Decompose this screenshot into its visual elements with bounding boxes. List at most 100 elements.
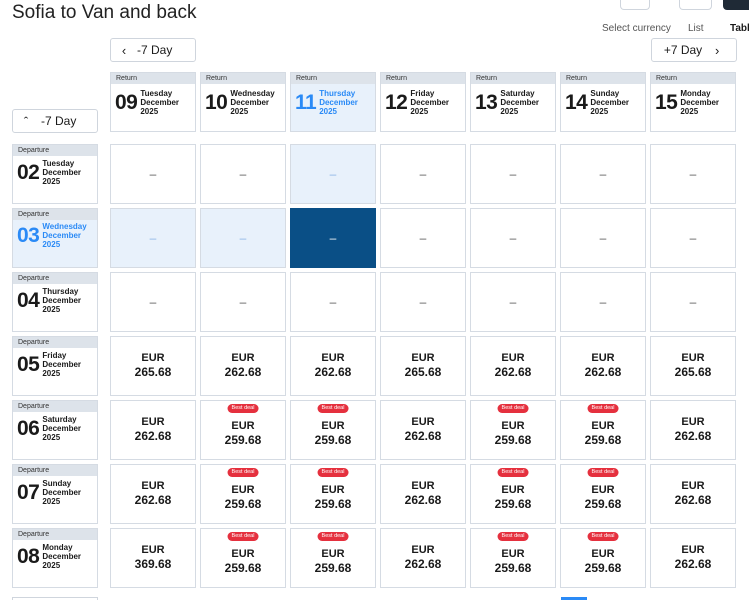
departure-date-header[interactable]: Departure 05 Friday December 2025	[12, 336, 98, 396]
price-cell[interactable]: EUR 262.68	[470, 336, 556, 396]
price-cell[interactable]: –	[290, 208, 376, 268]
departure-day-number: 03	[17, 224, 40, 247]
price-cell[interactable]: EUR 262.68	[110, 400, 196, 460]
price-cell[interactable]: EUR 262.68	[380, 464, 466, 524]
departure-month: December	[42, 424, 82, 433]
departure-month: December	[42, 296, 82, 305]
price-cell[interactable]: EUR 262.68	[560, 336, 646, 396]
price-cell[interactable]: EUR 265.68	[650, 336, 736, 396]
return-day-number: 13	[475, 91, 498, 114]
price-cell[interactable]: EUR 262.68	[650, 400, 736, 460]
price-amount: 259.68	[494, 433, 532, 447]
price-cell[interactable]: EUR 262.68	[110, 464, 196, 524]
price-cell[interactable]: Best deal EUR 259.68	[470, 464, 556, 524]
return-month: December	[590, 98, 630, 107]
price-cell[interactable]: –	[560, 272, 646, 332]
price-cell[interactable]: –	[290, 144, 376, 204]
price-cell[interactable]: EUR 265.68	[380, 336, 466, 396]
return-date-header[interactable]: Return 10 Wednesday December 2025	[200, 72, 286, 132]
price-cell[interactable]: Best deal EUR 259.68	[200, 400, 286, 460]
price-cell[interactable]: –	[110, 272, 196, 332]
table-view-button[interactable]	[723, 0, 749, 10]
return-day-number: 10	[205, 91, 228, 114]
price-currency: EUR	[411, 480, 435, 492]
price-cell[interactable]: –	[470, 272, 556, 332]
price-amount: 259.68	[584, 433, 622, 447]
price-cell[interactable]: –	[290, 272, 376, 332]
price-cell[interactable]: Best deal EUR 259.68	[560, 464, 646, 524]
departure-weekday: Wednesday	[42, 222, 87, 231]
price-cell[interactable]: Best deal EUR 259.68	[560, 528, 646, 588]
price-cell[interactable]: EUR 265.68	[110, 336, 196, 396]
best-deal-badge: Best deal	[497, 468, 529, 477]
return-label: Return	[381, 73, 465, 84]
price-currency: EUR	[681, 416, 705, 428]
list-view-button[interactable]	[679, 0, 712, 10]
price-cell[interactable]: –	[110, 144, 196, 204]
bottom-page-indicator[interactable]	[561, 597, 587, 600]
price-cell[interactable]: –	[200, 272, 286, 332]
price-cell[interactable]: Best deal EUR 259.68	[470, 528, 556, 588]
departure-date-header[interactable]: Departure 03 Wednesday December 2025	[12, 208, 98, 268]
price-cell[interactable]: Best deal EUR 259.68	[470, 400, 556, 460]
price-cell[interactable]: –	[380, 144, 466, 204]
currency-button[interactable]	[620, 0, 650, 10]
price-cell[interactable]: –	[380, 272, 466, 332]
departure-date-header[interactable]: Departure 08 Monday December 2025	[12, 528, 98, 588]
price-cell[interactable]: –	[650, 272, 736, 332]
price-cell[interactable]: Best deal EUR 259.68	[200, 464, 286, 524]
return-day-text: Wednesday December 2025	[230, 89, 274, 116]
price-cell[interactable]: EUR 262.68	[380, 400, 466, 460]
price-amount: 262.68	[224, 365, 262, 379]
price-cell[interactable]: EUR 262.68	[380, 528, 466, 588]
price-amount: 262.68	[674, 557, 712, 571]
price-cell[interactable]: –	[560, 144, 646, 204]
price-cell[interactable]: EUR 262.68	[290, 336, 376, 396]
next-return-week-button[interactable]: +7 Day ›	[651, 38, 737, 62]
price-cell[interactable]: –	[200, 144, 286, 204]
price-cell[interactable]: –	[650, 144, 736, 204]
table-view-label[interactable]: Table	[730, 23, 749, 34]
price-currency: EUR	[501, 548, 525, 560]
list-view-label[interactable]: List	[688, 23, 704, 34]
return-date-header[interactable]: Return 15 Monday December 2025	[650, 72, 736, 132]
return-year: 2025	[680, 107, 699, 116]
price-cell[interactable]: Best deal EUR 259.68	[290, 400, 376, 460]
select-currency-label[interactable]: Select currency	[602, 23, 671, 34]
departure-date-header[interactable]: Departure 07 Sunday December 2025	[12, 464, 98, 524]
departure-date-header[interactable]: Departure 06 Saturday December 2025	[12, 400, 98, 460]
price-amount: 259.68	[494, 561, 532, 575]
price-cell[interactable]: Best deal EUR 259.68	[560, 400, 646, 460]
departure-date-header[interactable]: Departure 04 Thursday December 2025	[12, 272, 98, 332]
price-currency: EUR	[231, 420, 255, 432]
price-cell[interactable]: –	[650, 208, 736, 268]
price-cell[interactable]: EUR 369.68	[110, 528, 196, 588]
price-cell[interactable]: EUR 262.68	[650, 464, 736, 524]
return-date-header[interactable]: Return 13 Saturday December 2025	[470, 72, 556, 132]
price-cell[interactable]: –	[110, 208, 196, 268]
price-cell[interactable]: –	[470, 208, 556, 268]
price-cell[interactable]: Best deal EUR 259.68	[290, 528, 376, 588]
departure-date-header[interactable]: Departure 02 Tuesday December 2025	[12, 144, 98, 204]
price-cell[interactable]: EUR 262.68	[200, 336, 286, 396]
price-cell[interactable]: –	[470, 144, 556, 204]
prev-return-label: -7 Day	[137, 43, 173, 57]
departure-label: Departure	[13, 209, 97, 220]
return-date-header[interactable]: Return 11 Thursday December 2025	[290, 72, 376, 132]
bottom-button-fragment[interactable]	[12, 597, 98, 600]
price-cell[interactable]: –	[560, 208, 646, 268]
price-cell[interactable]: Best deal EUR 259.68	[200, 528, 286, 588]
no-price-dash: –	[599, 295, 607, 309]
prev-departure-week-button[interactable]: ˆ -7 Day	[12, 109, 98, 133]
price-cell[interactable]: –	[200, 208, 286, 268]
return-date-header[interactable]: Return 12 Friday December 2025	[380, 72, 466, 132]
best-deal-badge: Best deal	[227, 468, 259, 477]
price-cell[interactable]: EUR 262.68	[650, 528, 736, 588]
price-cell[interactable]: –	[380, 208, 466, 268]
price-cell[interactable]: Best deal EUR 259.68	[290, 464, 376, 524]
prev-return-week-button[interactable]: ‹ -7 Day	[110, 38, 196, 62]
return-date-header[interactable]: Return 14 Sunday December 2025	[560, 72, 646, 132]
return-date: 13 Saturday December 2025	[475, 89, 539, 116]
no-price-dash: –	[149, 295, 157, 309]
return-date-header[interactable]: Return 09 Tuesday December 2025	[110, 72, 196, 132]
